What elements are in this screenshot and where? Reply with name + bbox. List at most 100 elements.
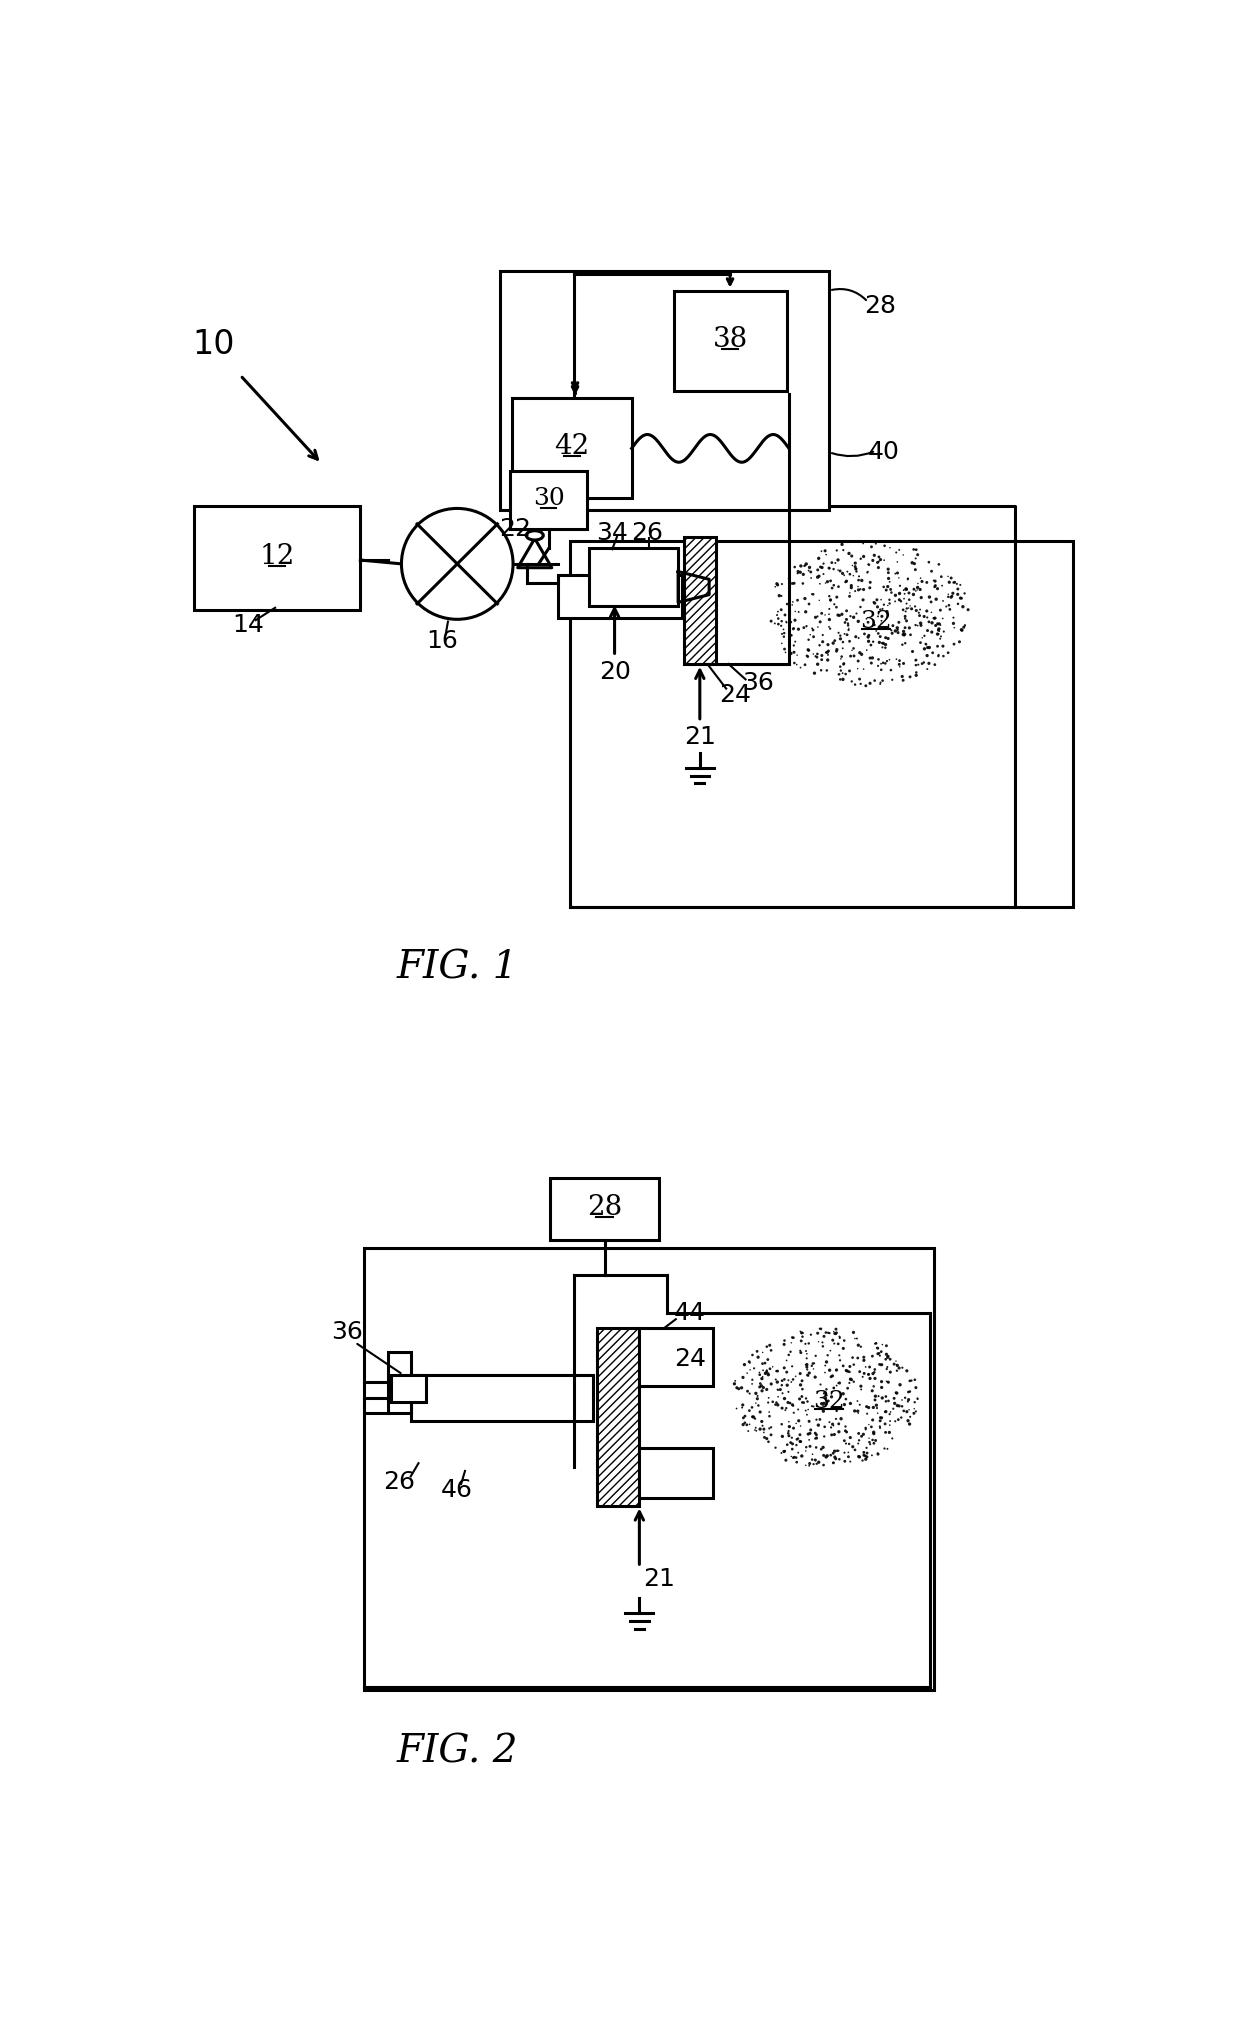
Point (808, 1325, 828, 1358)
Point (816, 566, 836, 599)
Point (918, 631, 937, 664)
Point (817, 635, 837, 668)
Point (826, 1403, 846, 1435)
Point (888, 1389, 908, 1421)
Point (867, 1332, 887, 1364)
Point (797, 1348, 817, 1380)
Point (797, 639, 817, 672)
Point (880, 654, 900, 686)
Bar (675, 291, 786, 391)
Point (863, 625, 883, 658)
Point (920, 580, 940, 613)
Point (740, 1346, 760, 1378)
Point (758, 1387, 777, 1419)
Point (791, 550, 811, 582)
Point (889, 562, 909, 595)
Point (804, 1391, 823, 1423)
Point (805, 1417, 825, 1450)
Point (893, 664, 913, 696)
Text: 21: 21 (642, 1568, 675, 1590)
Point (868, 617, 888, 649)
Point (846, 548, 866, 580)
Point (773, 1364, 792, 1397)
Point (842, 540, 862, 572)
Point (817, 1340, 837, 1372)
Point (843, 1342, 863, 1374)
Point (797, 639, 817, 672)
Point (875, 631, 895, 664)
Point (870, 1405, 890, 1437)
Point (843, 1431, 863, 1464)
Point (748, 1336, 768, 1368)
Point (900, 619, 920, 652)
Point (864, 1370, 884, 1403)
Point (823, 568, 843, 601)
Point (789, 1405, 808, 1437)
Point (768, 1366, 787, 1399)
Point (830, 1366, 849, 1399)
Point (898, 562, 918, 595)
Point (866, 527, 885, 560)
Point (765, 607, 785, 639)
Point (789, 556, 808, 588)
Point (804, 578, 823, 611)
Point (918, 654, 937, 686)
Point (759, 1425, 779, 1458)
Point (794, 611, 813, 643)
Point (815, 1356, 835, 1389)
Point (861, 629, 880, 662)
Point (765, 1389, 785, 1421)
Point (786, 1407, 806, 1439)
Point (827, 590, 847, 623)
Point (795, 582, 815, 615)
Point (830, 1319, 849, 1352)
Point (775, 1395, 795, 1427)
Point (909, 597, 929, 629)
Bar (569, 542, 1074, 906)
Point (859, 548, 879, 580)
Point (899, 1393, 919, 1425)
Point (761, 1419, 781, 1452)
Point (890, 570, 910, 603)
Point (887, 535, 906, 568)
Point (827, 1435, 847, 1468)
Point (771, 1409, 791, 1441)
Point (901, 1364, 921, 1397)
Point (889, 643, 909, 676)
Point (789, 613, 808, 645)
Point (795, 550, 815, 582)
Point (833, 1332, 853, 1364)
Point (950, 625, 970, 658)
Point (801, 1413, 821, 1446)
Point (895, 603, 915, 635)
Point (925, 564, 945, 597)
Point (773, 568, 792, 601)
Point (887, 1346, 906, 1378)
Point (813, 1395, 833, 1427)
Point (872, 607, 892, 639)
Point (921, 597, 941, 629)
Bar (387, 1352, 410, 1413)
Point (813, 558, 833, 590)
Point (879, 562, 899, 595)
Point (838, 1439, 858, 1472)
Point (827, 635, 847, 668)
Point (813, 1450, 833, 1482)
Point (839, 1427, 859, 1460)
Point (874, 1431, 894, 1464)
Point (745, 1411, 765, 1444)
Bar (558, 576, 682, 617)
Point (822, 546, 842, 578)
Point (753, 1348, 773, 1380)
Point (839, 1350, 859, 1382)
Point (923, 637, 942, 670)
Point (887, 1354, 906, 1387)
Point (810, 1313, 830, 1346)
Point (851, 1370, 870, 1403)
Point (782, 1421, 802, 1454)
Point (893, 540, 913, 572)
Point (839, 656, 859, 688)
Point (758, 1344, 777, 1376)
Point (773, 1419, 792, 1452)
Point (784, 1397, 804, 1429)
